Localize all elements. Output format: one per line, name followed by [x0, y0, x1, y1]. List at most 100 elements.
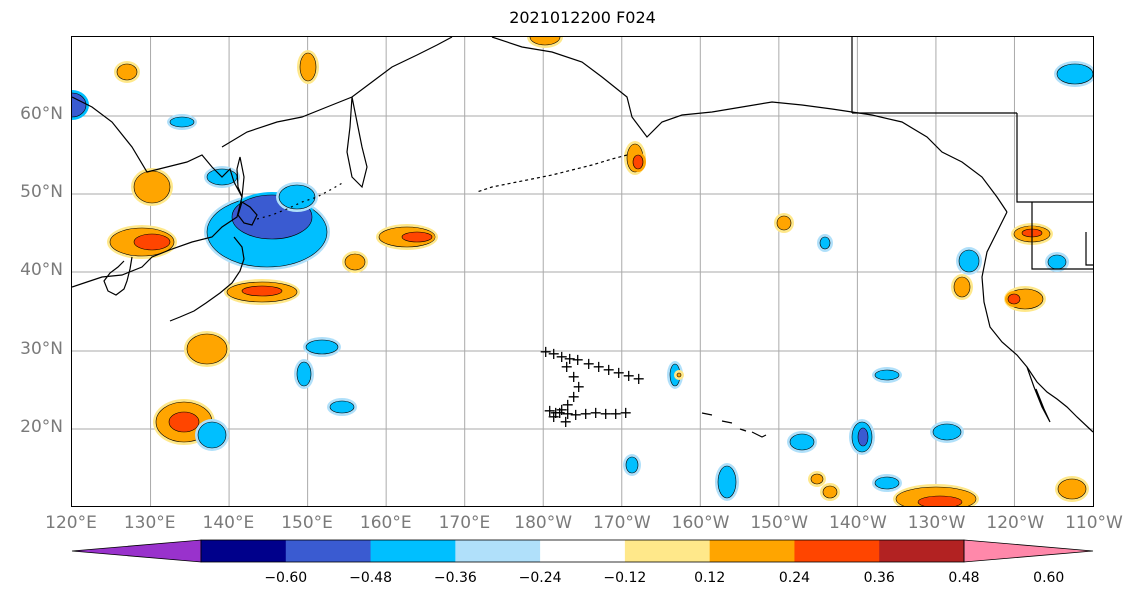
colorbar-tick-label: 0.12	[694, 570, 726, 586]
colorbar-outline	[200, 539, 965, 563]
negative-anomaly	[874, 369, 900, 381]
negative-anomaly	[169, 116, 195, 128]
colorbar	[71, 539, 1094, 563]
coastline-hokkaido	[237, 201, 258, 226]
coastline-na-west	[981, 211, 1093, 433]
colorbar-min-extend	[71, 539, 202, 563]
colorbar-tick-label: 0.60	[1033, 570, 1065, 586]
political-borders	[851, 37, 1093, 270]
coastline-kamchatka	[346, 96, 368, 189]
negative-anomaly	[197, 421, 227, 449]
track-marker: +	[571, 350, 584, 369]
track-marker: +	[602, 360, 615, 379]
positive-anomaly	[401, 231, 433, 243]
map-canvas: +++++++++++++++++++++++++++++	[72, 37, 1093, 506]
negative-anomaly	[1056, 63, 1093, 85]
track-marker: +	[619, 403, 632, 422]
map-panel: + + + + + + + + + + + + + + + + + + + + + + + + + + + + +	[71, 36, 1094, 507]
colorbar-segment	[455, 540, 541, 562]
track-marker: +	[579, 404, 592, 423]
lon-label: 130°E	[123, 513, 176, 533]
negative-anomaly	[958, 249, 980, 273]
coastline-okhotsk	[221, 37, 453, 148]
lon-label: 130°W	[907, 513, 966, 533]
lon-label: 120°E	[45, 513, 97, 533]
track-marker: +	[547, 407, 560, 426]
lon-label: 150°E	[281, 513, 333, 533]
positive-anomaly	[299, 52, 317, 82]
lon-label: 180°W	[514, 513, 573, 533]
track-marker: +	[599, 404, 612, 423]
anomaly-contours	[72, 37, 1093, 506]
lon-label: 170°W	[592, 513, 651, 533]
lat-label: 30°N	[20, 339, 63, 359]
lat-label: 50°N	[20, 182, 63, 202]
coastline-asia	[72, 96, 243, 288]
colorbar-segment	[201, 540, 287, 562]
positive-anomaly	[917, 495, 963, 506]
colorbar-tick-label: −0.12	[603, 570, 647, 586]
colorbar-segment	[624, 540, 711, 562]
coastlines	[72, 37, 1093, 438]
track-marker: +	[555, 400, 568, 419]
track-marker: +	[561, 395, 574, 414]
track-marker: +	[592, 357, 605, 376]
map-title: 2021012200 F024	[509, 8, 656, 27]
colorbar-tick-label: −0.60	[264, 570, 308, 586]
negative-anomaly	[819, 236, 831, 250]
colorbar-segment	[370, 540, 456, 562]
positive-anomaly	[529, 37, 561, 46]
coastline-aleutians	[476, 154, 628, 193]
negative-anomaly	[932, 423, 962, 441]
positive-anomaly	[116, 63, 138, 81]
negative-anomaly	[296, 361, 312, 387]
track-marker: +	[582, 354, 595, 373]
positive-anomaly	[186, 333, 228, 365]
track-marker: +	[561, 404, 574, 423]
colorbar-tick-label: 0.36	[863, 570, 895, 586]
colorbar-segment	[285, 540, 372, 562]
track-marker: +	[560, 357, 573, 376]
lat-label: 20°N	[20, 417, 63, 437]
positive-anomaly	[241, 285, 283, 297]
colorbar-segment	[709, 540, 795, 562]
coastline-baja	[1026, 366, 1051, 423]
colorbar-tick-label: −0.48	[349, 570, 392, 586]
positive-anomaly	[632, 154, 644, 170]
negative-anomaly	[874, 476, 900, 490]
gridlines	[72, 37, 1093, 506]
colorbar-segment	[540, 540, 626, 562]
colorbar-tick-label: 0.48	[948, 570, 980, 586]
track-marker: +	[567, 367, 580, 386]
negative-anomaly	[789, 433, 815, 451]
colorbar-segment	[879, 540, 965, 562]
coastline-korea	[103, 256, 133, 296]
positive-anomaly	[676, 372, 682, 378]
negative-anomaly	[857, 427, 869, 447]
coastline-sakhalin	[236, 156, 245, 198]
lon-label: 110°W	[1065, 513, 1123, 533]
colorbar-tick-label: 0.24	[778, 570, 811, 586]
positive-anomaly	[133, 233, 171, 251]
negative-anomaly	[1047, 254, 1067, 270]
lon-label: 140°E	[202, 513, 255, 533]
track-marker: +	[549, 403, 562, 422]
track-marker: +	[555, 347, 568, 366]
positive-anomaly	[776, 215, 792, 231]
track-marker: +	[609, 404, 622, 423]
positive-anomaly	[168, 411, 200, 433]
negative-anomaly	[305, 339, 339, 355]
lon-label: 120°W	[986, 513, 1045, 533]
negative-anomaly	[278, 184, 316, 210]
positive-anomaly	[822, 485, 838, 499]
positive-anomaly	[953, 276, 971, 298]
track-marker: +	[622, 366, 635, 385]
track-marker: +	[589, 403, 602, 422]
positive-anomaly	[810, 473, 824, 485]
positive-anomaly	[1007, 293, 1021, 305]
track-marker: +	[547, 344, 560, 363]
track-marker: +	[569, 405, 582, 424]
lon-label: 160°E	[359, 513, 412, 533]
track-marker: +	[553, 403, 566, 422]
negative-anomaly	[625, 456, 639, 474]
